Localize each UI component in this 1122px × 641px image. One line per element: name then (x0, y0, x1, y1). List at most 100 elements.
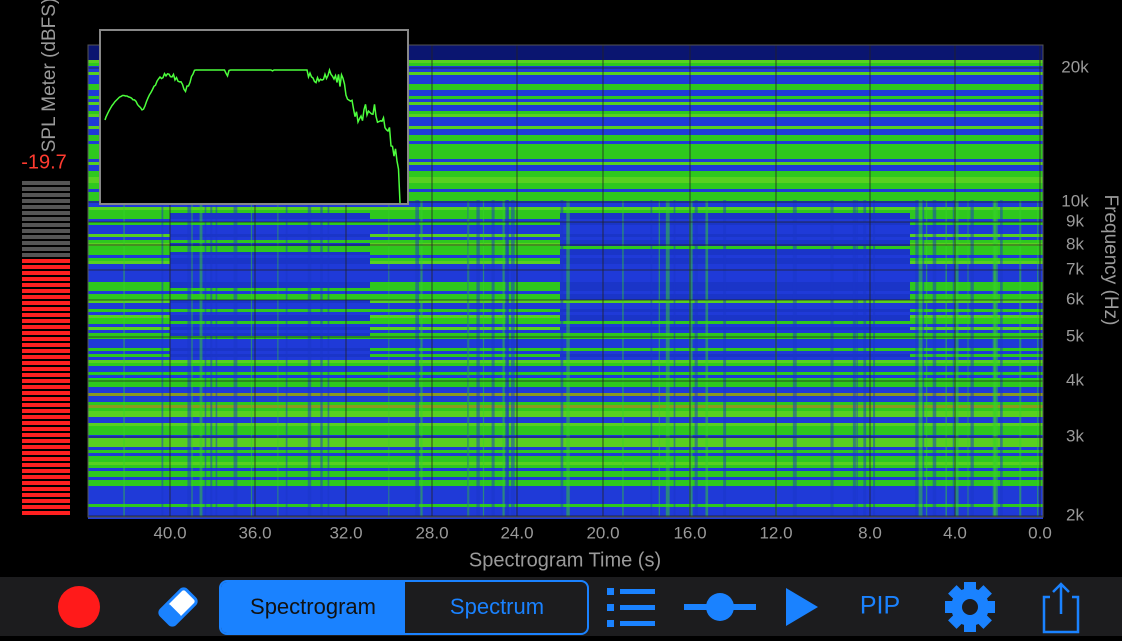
spec-band (88, 426, 1043, 429)
spec-band (88, 411, 1043, 414)
meter-segment (22, 211, 70, 215)
eraser-button[interactable] (158, 587, 198, 627)
spec-column (204, 200, 207, 517)
meter-segment (22, 439, 70, 443)
segment-label[interactable]: Spectrum (450, 594, 544, 619)
spec-column (161, 200, 164, 517)
meter-segment (22, 433, 70, 437)
spec-band (88, 330, 1043, 333)
settings-button[interactable] (945, 582, 995, 632)
spec-band (88, 378, 1043, 381)
y-tick-label: 4k (1066, 370, 1084, 389)
spec-band (88, 84, 1043, 87)
spec-band (88, 264, 1043, 267)
spec-band (88, 399, 1043, 402)
spec-column (327, 200, 330, 517)
meter-segment (22, 283, 70, 287)
spec-band (88, 129, 1043, 132)
spec-band (88, 102, 1043, 105)
y-tick-label: 6k (1066, 289, 1084, 308)
segment-selected[interactable] (221, 582, 405, 633)
spec-band (88, 483, 1043, 486)
spec-band (88, 372, 1043, 375)
x-tick-label: 4.0 (943, 523, 967, 542)
spec-column (954, 200, 959, 517)
spec-column (502, 200, 505, 517)
pip-button[interactable]: PIP (860, 592, 900, 620)
gear-tooth (948, 585, 964, 601)
meter-segment (22, 307, 70, 311)
spec-band (170, 261, 370, 264)
spec-band (88, 114, 1043, 117)
x-tick-label: 16.0 (673, 523, 706, 542)
spec-band (88, 435, 1043, 438)
spec-column (277, 200, 279, 517)
spec-band (88, 492, 1043, 495)
spec-band (170, 252, 370, 255)
spec-band (88, 180, 1043, 183)
spec-band (88, 123, 1043, 126)
spec-column (187, 200, 192, 517)
spec-band (88, 513, 1043, 516)
spec-band (170, 216, 370, 219)
spec-column (967, 200, 969, 517)
spec-column (476, 200, 480, 517)
segmented-control (219, 580, 589, 635)
spec-band (88, 186, 1043, 189)
spec-band (88, 468, 1043, 471)
spec-band (88, 381, 1043, 384)
spec-band (88, 339, 1043, 342)
spec-band (88, 495, 1043, 498)
spec-band (88, 408, 1043, 411)
meter-segment (22, 265, 70, 269)
spec-column (482, 200, 485, 517)
spec-column (307, 200, 312, 517)
spec-band (88, 228, 1043, 231)
spec-band (88, 420, 1043, 423)
meter-segment (22, 361, 70, 365)
spec-band (88, 153, 1043, 156)
spec-band (88, 192, 1043, 195)
y-tick-label: 8k (1066, 234, 1084, 253)
spec-band (88, 462, 1043, 465)
spec-band (560, 240, 910, 243)
spec-column (723, 200, 727, 517)
meter-segment (22, 421, 70, 425)
meter-segment (22, 205, 70, 209)
spec-column (792, 200, 797, 517)
spec-band (88, 312, 1043, 315)
spec-band (88, 105, 1043, 108)
spec-band (88, 447, 1043, 450)
meter-segment (22, 475, 70, 479)
meter-segment (22, 463, 70, 467)
spec-band (560, 315, 910, 318)
meter-segment (22, 229, 70, 233)
meter-segment (22, 247, 70, 251)
spec-band (560, 213, 910, 216)
spec-band (88, 423, 1043, 426)
spec-column (285, 200, 288, 517)
spec-band (88, 357, 1043, 360)
spec-band (88, 189, 1043, 192)
meter-segment (22, 235, 70, 239)
spec-band (560, 222, 910, 225)
spl-value: -19.7 (21, 151, 67, 173)
slider-button[interactable] (684, 593, 756, 621)
spec-band (88, 246, 1043, 249)
segment-label[interactable]: Spectrogram (250, 594, 376, 619)
y-tick-label: 20k (1061, 57, 1089, 76)
spec-band (560, 297, 910, 300)
spec-band (88, 396, 1043, 399)
meter-segment (22, 337, 70, 341)
meter-segment (22, 355, 70, 359)
spec-band (88, 306, 1043, 309)
meter-segment (22, 511, 70, 515)
play-button[interactable] (786, 588, 818, 626)
record-button[interactable] (58, 586, 100, 628)
spec-column (415, 200, 419, 517)
share-button[interactable] (1042, 582, 1080, 634)
list-button[interactable] (607, 588, 655, 627)
spec-band (560, 243, 910, 246)
spec-band (88, 267, 1043, 270)
